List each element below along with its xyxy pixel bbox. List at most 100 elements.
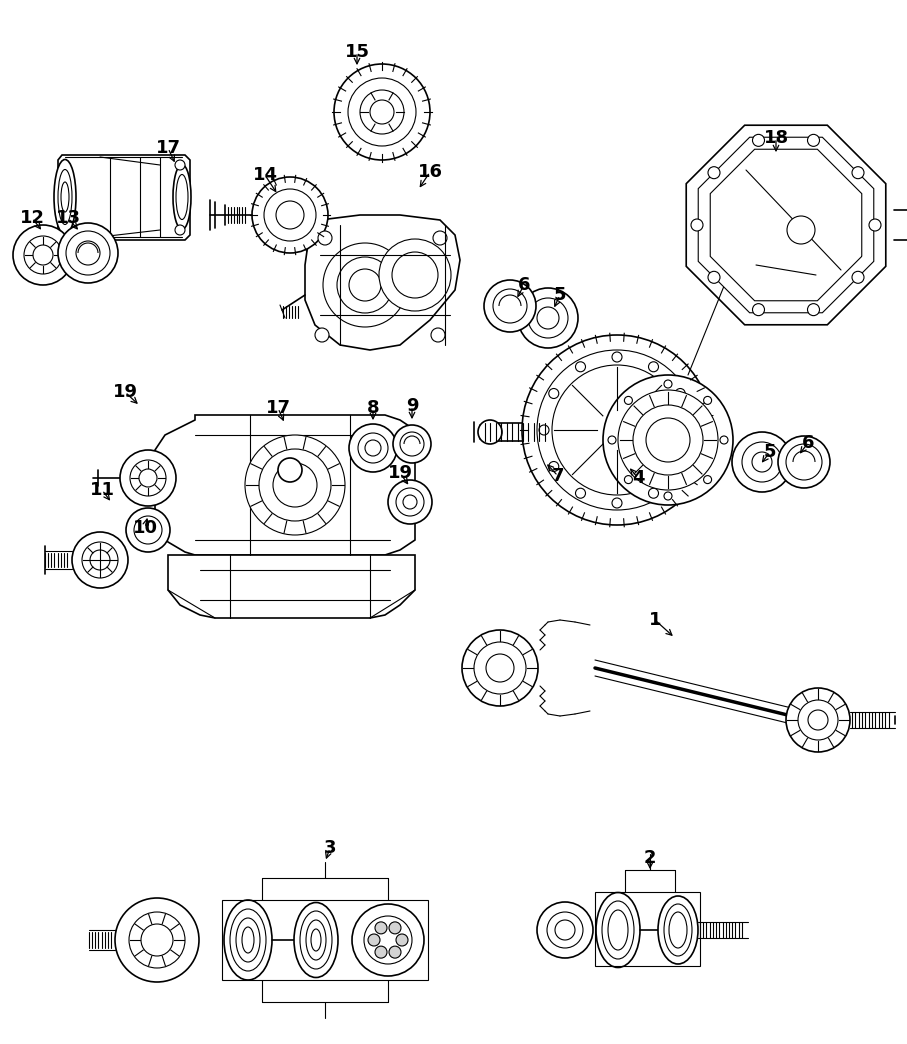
Circle shape <box>685 425 695 435</box>
Circle shape <box>786 444 822 480</box>
Circle shape <box>175 226 185 235</box>
Circle shape <box>708 167 720 179</box>
Circle shape <box>720 436 728 444</box>
Circle shape <box>396 488 424 516</box>
Text: 7: 7 <box>551 467 564 485</box>
Circle shape <box>646 418 690 462</box>
Circle shape <box>675 461 685 472</box>
Circle shape <box>649 362 658 372</box>
Circle shape <box>323 243 407 327</box>
Circle shape <box>852 167 864 179</box>
Ellipse shape <box>300 911 332 969</box>
Text: 5: 5 <box>554 286 566 304</box>
Circle shape <box>358 433 388 462</box>
Text: 6: 6 <box>802 434 814 452</box>
Circle shape <box>528 298 568 338</box>
Ellipse shape <box>602 901 634 959</box>
Circle shape <box>82 542 118 578</box>
Circle shape <box>365 440 381 456</box>
Circle shape <box>66 231 110 275</box>
Polygon shape <box>155 416 415 555</box>
Ellipse shape <box>242 927 254 953</box>
Circle shape <box>24 236 62 274</box>
Circle shape <box>798 699 838 740</box>
Circle shape <box>664 492 672 500</box>
Circle shape <box>431 328 445 342</box>
Circle shape <box>539 425 549 435</box>
Circle shape <box>315 328 329 342</box>
Circle shape <box>433 231 447 245</box>
Circle shape <box>675 388 685 399</box>
Circle shape <box>752 452 772 472</box>
Circle shape <box>76 241 100 265</box>
Circle shape <box>603 375 733 505</box>
Circle shape <box>393 425 431 462</box>
Circle shape <box>334 64 430 160</box>
Circle shape <box>245 435 345 535</box>
Circle shape <box>115 898 199 982</box>
Circle shape <box>264 189 316 241</box>
Circle shape <box>633 405 703 475</box>
Circle shape <box>388 480 432 524</box>
Text: 10: 10 <box>132 519 158 537</box>
Circle shape <box>742 442 782 482</box>
Circle shape <box>139 469 157 487</box>
Circle shape <box>58 223 118 283</box>
Circle shape <box>704 476 712 483</box>
Polygon shape <box>687 125 886 325</box>
Ellipse shape <box>230 909 266 971</box>
Circle shape <box>252 177 328 253</box>
Circle shape <box>486 654 514 682</box>
Ellipse shape <box>306 920 326 960</box>
Circle shape <box>375 922 387 934</box>
Circle shape <box>273 462 317 507</box>
Circle shape <box>175 160 185 170</box>
Circle shape <box>276 201 304 229</box>
Circle shape <box>708 271 720 283</box>
Circle shape <box>90 550 110 570</box>
Circle shape <box>537 902 593 958</box>
Ellipse shape <box>54 160 76 235</box>
Circle shape <box>753 135 765 146</box>
Circle shape <box>786 688 850 752</box>
Circle shape <box>484 280 536 332</box>
Circle shape <box>555 920 575 940</box>
Ellipse shape <box>658 896 698 964</box>
Ellipse shape <box>176 174 188 219</box>
Circle shape <box>13 226 73 285</box>
Circle shape <box>618 390 718 490</box>
Circle shape <box>141 924 173 956</box>
Circle shape <box>869 219 881 231</box>
Text: 2: 2 <box>644 849 657 867</box>
Ellipse shape <box>311 929 321 951</box>
Text: 13: 13 <box>55 209 81 227</box>
Ellipse shape <box>669 912 687 948</box>
Circle shape <box>649 489 658 498</box>
Text: 19: 19 <box>112 383 138 401</box>
Ellipse shape <box>61 182 69 212</box>
Circle shape <box>478 420 502 444</box>
Text: 11: 11 <box>90 481 114 499</box>
Circle shape <box>337 257 393 313</box>
Text: 17: 17 <box>155 139 180 157</box>
Text: 12: 12 <box>19 209 44 227</box>
Circle shape <box>807 304 820 315</box>
Circle shape <box>549 388 559 399</box>
Ellipse shape <box>224 900 272 980</box>
Circle shape <box>549 461 559 472</box>
Text: 19: 19 <box>387 464 413 482</box>
Text: 18: 18 <box>764 129 788 147</box>
Circle shape <box>360 90 404 134</box>
Circle shape <box>474 642 526 694</box>
Ellipse shape <box>664 904 692 956</box>
Circle shape <box>732 432 792 492</box>
Circle shape <box>576 489 586 498</box>
Polygon shape <box>710 149 862 301</box>
Circle shape <box>348 78 416 146</box>
Polygon shape <box>305 215 460 350</box>
Circle shape <box>691 219 703 231</box>
Circle shape <box>370 100 394 124</box>
Text: 9: 9 <box>405 397 418 416</box>
Text: 8: 8 <box>366 399 379 417</box>
Bar <box>595 892 700 966</box>
